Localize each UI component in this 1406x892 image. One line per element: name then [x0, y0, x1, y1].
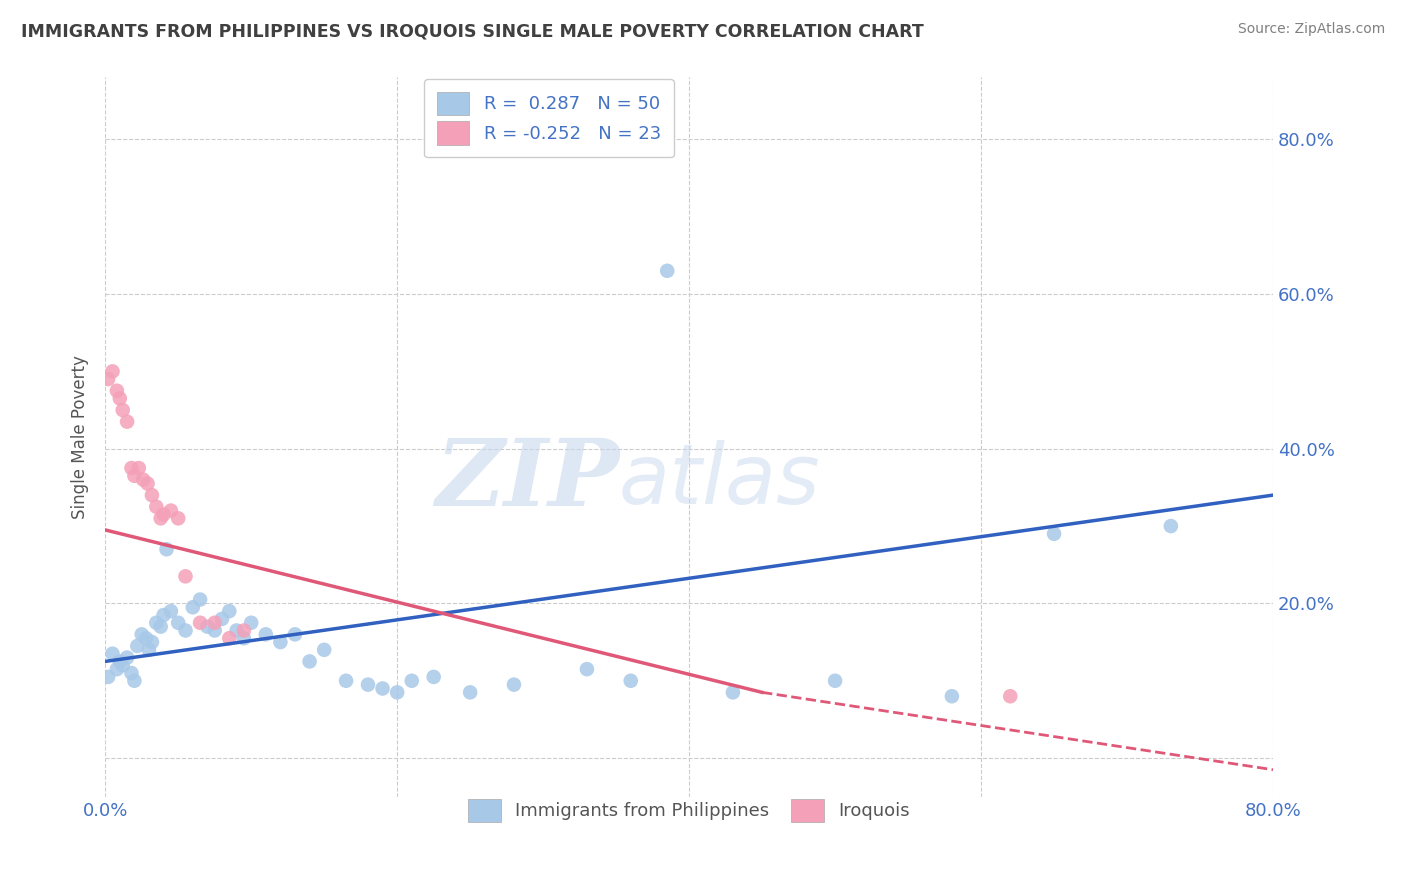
- Point: [218, 631, 240, 645]
- Legend: Immigrants from Philippines, Iroquois: Immigrants from Philippines, Iroquois: [456, 786, 922, 835]
- Point: [941, 690, 963, 704]
- Point: [232, 624, 254, 638]
- Point: [657, 264, 679, 278]
- Point: [105, 662, 128, 676]
- Point: [108, 655, 131, 669]
- Point: [152, 607, 174, 622]
- Point: [128, 461, 150, 475]
- Point: [575, 662, 598, 676]
- Point: [254, 627, 277, 641]
- Point: [1000, 690, 1022, 704]
- Point: [240, 615, 263, 630]
- Text: IMMIGRANTS FROM PHILIPPINES VS IROQUOIS SINGLE MALE POVERTY CORRELATION CHART: IMMIGRANTS FROM PHILIPPINES VS IROQUOIS …: [21, 22, 924, 40]
- Point: [115, 650, 138, 665]
- Point: [152, 508, 174, 522]
- Point: [141, 635, 163, 649]
- Point: [135, 631, 157, 645]
- Point: [105, 384, 128, 398]
- Point: [160, 604, 183, 618]
- Point: [121, 461, 143, 475]
- Point: [132, 473, 155, 487]
- Point: [225, 624, 247, 638]
- Point: [357, 678, 380, 692]
- Text: atlas: atlas: [619, 440, 821, 521]
- Point: [111, 403, 134, 417]
- Point: [232, 631, 254, 645]
- Point: [101, 364, 124, 378]
- Point: [108, 392, 131, 406]
- Point: [174, 569, 197, 583]
- Point: [141, 488, 163, 502]
- Point: [124, 673, 146, 688]
- Point: [138, 642, 160, 657]
- Point: [721, 685, 744, 699]
- Y-axis label: Single Male Poverty: Single Male Poverty: [72, 355, 89, 519]
- Point: [385, 685, 408, 699]
- Point: [124, 468, 146, 483]
- Point: [211, 612, 233, 626]
- Point: [97, 372, 120, 386]
- Text: Source: ZipAtlas.com: Source: ZipAtlas.com: [1237, 22, 1385, 37]
- Point: [101, 647, 124, 661]
- Point: [1043, 526, 1066, 541]
- Point: [269, 635, 291, 649]
- Point: [97, 670, 120, 684]
- Point: [824, 673, 846, 688]
- Point: [188, 615, 211, 630]
- Point: [422, 670, 444, 684]
- Point: [145, 615, 167, 630]
- Point: [458, 685, 481, 699]
- Point: [115, 415, 138, 429]
- Point: [197, 619, 219, 633]
- Point: [136, 476, 159, 491]
- Point: [167, 615, 190, 630]
- Point: [204, 624, 226, 638]
- Point: [218, 604, 240, 618]
- Point: [335, 673, 357, 688]
- Point: [167, 511, 190, 525]
- Point: [111, 658, 134, 673]
- Point: [371, 681, 394, 696]
- Point: [204, 615, 226, 630]
- Text: ZIP: ZIP: [434, 435, 619, 525]
- Point: [1160, 519, 1182, 533]
- Point: [284, 627, 307, 641]
- Point: [188, 592, 211, 607]
- Point: [401, 673, 423, 688]
- Point: [121, 666, 143, 681]
- Point: [127, 639, 149, 653]
- Point: [298, 655, 321, 669]
- Point: [149, 619, 172, 633]
- Point: [314, 642, 336, 657]
- Point: [174, 624, 197, 638]
- Point: [160, 503, 183, 517]
- Point: [503, 678, 526, 692]
- Point: [181, 600, 204, 615]
- Point: [155, 542, 177, 557]
- Point: [149, 511, 172, 525]
- Point: [145, 500, 167, 514]
- Point: [620, 673, 643, 688]
- Point: [131, 627, 153, 641]
